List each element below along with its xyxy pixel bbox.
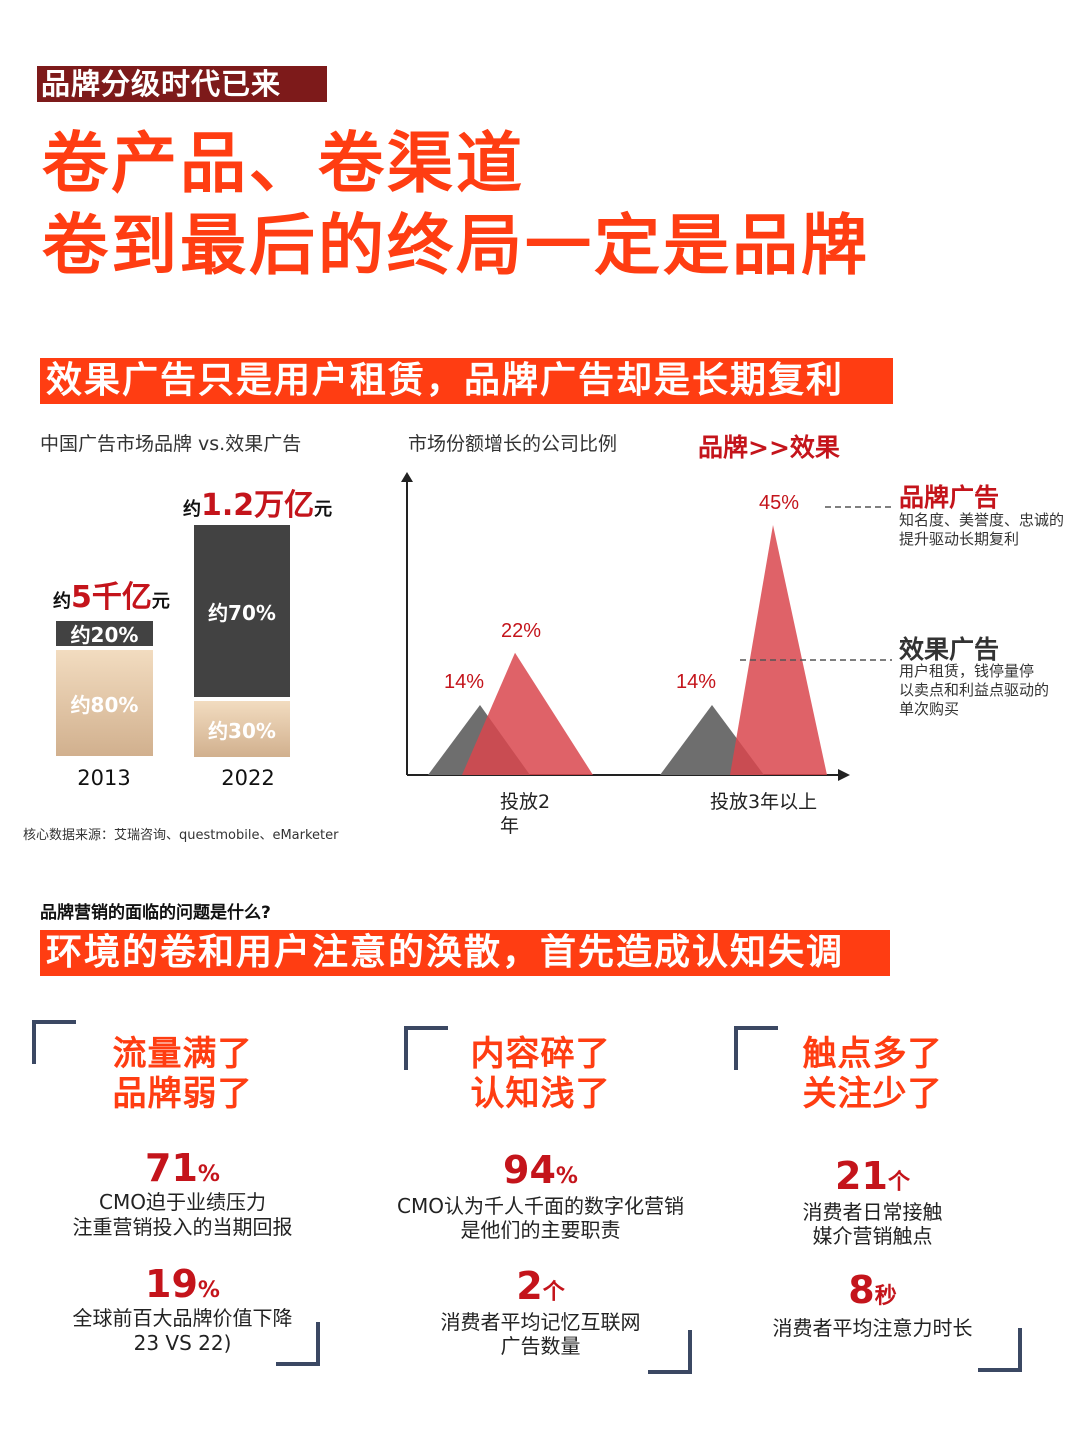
card-stat-2: 19% <box>145 1262 220 1306</box>
corner-top-left <box>404 1026 448 1070</box>
card-title-2: 认知浅了 <box>470 1074 611 1114</box>
card-stat-1: 94% <box>503 1148 578 1192</box>
card-stat-2: 8秒 <box>848 1268 897 1312</box>
brand-ad-title: 品牌广告 <box>899 483 1000 512</box>
card-stat-1-desc-1: CMO迫于业绩压力 <box>99 1190 266 1214</box>
section-tag: 品牌分级时代已来 <box>37 66 327 102</box>
bar-total-2013: 约5千亿元 <box>53 580 170 615</box>
performance-ad-title: 效果广告 <box>899 635 1000 664</box>
performance-ad-desc-2: 以卖点和利益点驱动的 <box>899 681 1050 699</box>
bar-2013-brand: 约80% <box>56 650 153 756</box>
card-stat-2-desc-2: 23 VS 22) <box>133 1331 232 1355</box>
triangle-chart-title: 市场份额增长的公司比例 <box>408 433 618 455</box>
card-traffic: 流量满了 品牌弱了 71% CMO迫于业绩压力 注重营销投入的当期回报 19% … <box>10 1010 355 1410</box>
bar-total-2022: 约1.2万亿元 <box>183 488 333 523</box>
headline-line-2: 卷到最后的终局一定是品牌 <box>42 207 870 284</box>
card-stat-2-desc-2: 广告数量 <box>500 1334 581 1358</box>
brand-triangle <box>462 652 593 775</box>
group-label-2yr: 投放2年 <box>500 791 551 837</box>
corner-top-left <box>734 1026 778 1070</box>
card-stat-1-desc-2: 是他们的主要职责 <box>460 1218 621 1242</box>
bar-2022-performance: 约70% <box>194 525 290 697</box>
y-axis-arrow-icon <box>401 472 413 482</box>
bar-chart-title: 中国广告市场品牌 vs.效果广告 <box>40 433 302 455</box>
card-title-2: 关注少了 <box>802 1074 943 1114</box>
card-stat-2-desc-1: 全球前百大品牌价值下降 <box>72 1306 293 1330</box>
card-stat-1-desc-2: 媒介营销触点 <box>812 1224 933 1248</box>
brand-over-performance-note: 品牌>>效果 <box>698 433 840 462</box>
brand-value-label: 22% <box>501 620 541 642</box>
card-title-1: 流量满了 <box>112 1034 253 1074</box>
x-axis-arrow-icon <box>838 769 850 781</box>
performance-value-label: 14% <box>444 671 484 693</box>
card-title-2: 品牌弱了 <box>112 1074 253 1114</box>
card-touchpoints: 触点多了 关注少了 21个 消费者日常接触 媒介营销触点 8秒 消费者平均注意力… <box>700 1010 1045 1410</box>
brand-ad-desc-2: 提升驱动长期复利 <box>899 530 1020 548</box>
card-stat-1: 71% <box>145 1146 220 1190</box>
card-stat-2: 2个 <box>516 1264 565 1308</box>
headline-line-1: 卷产品、卷渠道 <box>42 125 525 202</box>
brand-value-label: 45% <box>759 492 799 514</box>
section2-question: 品牌营销的面临的问题是什么? <box>40 903 271 923</box>
card-title-1: 内容碎了 <box>470 1034 611 1074</box>
bar-year-2013: 2013 <box>77 766 131 790</box>
card-stat-2-desc-1: 消费者平均注意力时长 <box>772 1316 973 1340</box>
triangle-chart: 14% 22% 14% 45% <box>401 472 892 781</box>
card-stat-1-desc-1: 消费者日常接触 <box>802 1200 943 1224</box>
brand-triangle <box>730 525 827 775</box>
corner-bottom-right <box>648 1330 692 1374</box>
bar-2022-brand: 约30% <box>194 701 290 757</box>
bar-2013-performance: 约20% <box>56 621 153 647</box>
card-stat-2-desc-1: 消费者平均记忆互联网 <box>440 1310 641 1334</box>
group-label-3yr: 投放3年以上 <box>710 791 818 813</box>
corner-bottom-right <box>978 1328 1022 1372</box>
performance-ad-desc-3: 单次购买 <box>899 700 960 718</box>
data-source-note: 核心数据来源：艾瑞咨询、questmobile、eMarketer <box>23 828 339 843</box>
card-title-1: 触点多了 <box>802 1034 943 1074</box>
brand-ad-desc-1: 知名度、美誉度、忠诚的 <box>899 511 1065 529</box>
performance-ad-desc-1: 用户租赁，钱停量停 <box>899 662 1035 680</box>
card-stat-1: 21个 <box>835 1154 910 1198</box>
cards-area: 流量满了 品牌弱了 71% CMO迫于业绩压力 注重营销投入的当期回报 19% … <box>0 1010 1080 1430</box>
performance-value-label: 14% <box>676 671 716 693</box>
section2-banner: 环境的卷和用户注意的涣散，首先造成认知失调 <box>40 930 890 976</box>
bar-year-2022: 2022 <box>221 766 275 790</box>
card-stat-1-desc-2: 注重营销投入的当期回报 <box>72 1215 293 1239</box>
card-content: 内容碎了 认知浅了 94% CMO认为千人千面的数字化营销 是他们的主要职责 2… <box>368 1010 713 1410</box>
corner-top-left <box>32 1020 76 1064</box>
corner-bottom-right <box>276 1322 320 1366</box>
section1-banner: 效果广告只是用户租赁，品牌广告却是长期复利 <box>40 358 893 404</box>
card-stat-1-desc-1: CMO认为千人千面的数字化营销 <box>397 1194 684 1218</box>
